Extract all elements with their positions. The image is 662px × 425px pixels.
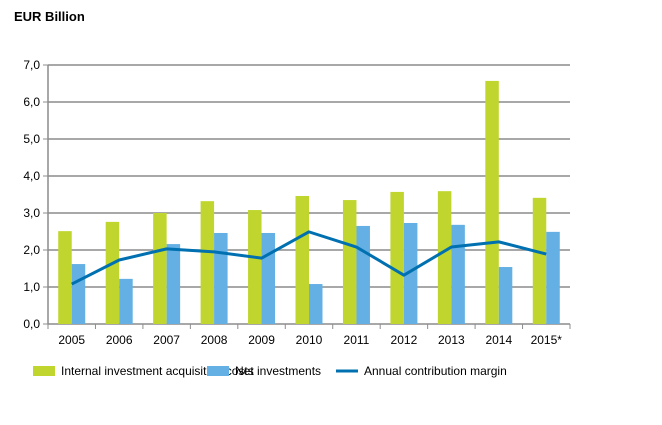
bar-acquisition-costs (105, 221, 120, 324)
x-tick-label: 2007 (153, 333, 180, 347)
y-tick-label: 5,0 (23, 132, 40, 146)
bar-net-investments (119, 278, 133, 324)
bar-acquisition-costs (295, 195, 309, 324)
legend-label: Annual contribution margin (364, 364, 507, 378)
x-tick-label: 2011 (344, 333, 370, 347)
x-tick-label: 2010 (296, 333, 323, 347)
bar-net-investments (356, 225, 370, 324)
bar-acquisition-costs (153, 213, 167, 324)
legend-label: Internal investment acquisition costs (61, 364, 254, 378)
bar-acquisition-costs (248, 210, 262, 324)
legend-label: Net investments (235, 364, 321, 378)
x-tick-label: 2014 (485, 333, 512, 347)
y-tick-label: 6,0 (23, 95, 40, 109)
bar-acquisition-costs (437, 191, 452, 324)
bar-acquisition-costs (532, 197, 547, 324)
y-tick-label: 0,0 (23, 317, 40, 331)
bar-net-investments (498, 267, 513, 324)
x-tick-label: 2015* (531, 333, 563, 347)
bar-acquisition-costs (342, 200, 357, 324)
bar-net-investments (261, 232, 276, 324)
y-tick-label: 1,0 (23, 280, 40, 294)
y-tick-label: 2,0 (23, 243, 40, 257)
y-tick-label: 3,0 (23, 206, 40, 220)
chart-title: EUR Billion (14, 9, 85, 24)
bar-acquisition-costs (200, 201, 215, 324)
bar-acquisition-costs (58, 231, 72, 324)
bar-net-investments (214, 232, 228, 324)
x-tick-label: 2008 (201, 333, 228, 347)
x-tick-label: 2012 (391, 333, 418, 347)
bar-net-investments (309, 284, 323, 324)
bar-net-investments (71, 264, 86, 324)
x-tick-label: 2005 (58, 333, 85, 347)
x-tick-label: 2006 (106, 333, 133, 347)
bar-net-investments (546, 231, 560, 324)
bar-net-investments (451, 224, 465, 324)
bar-acquisition-costs (485, 80, 499, 324)
y-tick-label: 4,0 (23, 169, 40, 183)
x-tick-label: 2013 (438, 333, 465, 347)
legend-swatch (207, 366, 229, 376)
y-tick-label: 7,0 (23, 58, 40, 72)
bar-acquisition-costs (390, 191, 404, 324)
legend-swatch (33, 366, 55, 376)
bar-net-investments (403, 222, 418, 324)
bar-net-investments (166, 244, 181, 324)
x-tick-label: 2009 (248, 333, 275, 347)
